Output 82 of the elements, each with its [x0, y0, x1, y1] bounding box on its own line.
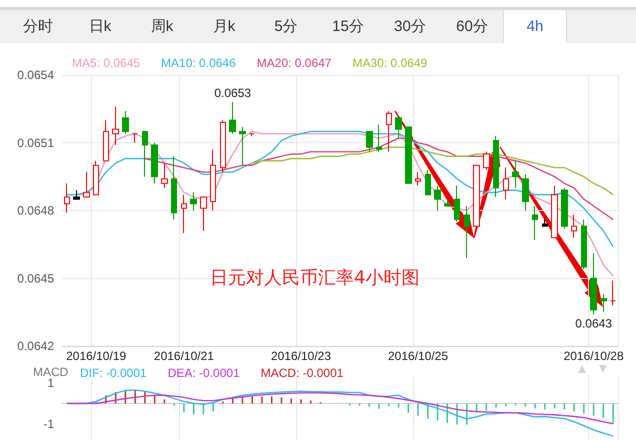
candlestick: [512, 160, 519, 188]
annotation: 日元对人民币汇率4小时图: [210, 268, 420, 288]
candlestick: [571, 214, 577, 238]
candlestick: [581, 219, 587, 270]
candlestick: [376, 124, 382, 152]
candlestick: [454, 185, 460, 222]
candlestick: [103, 120, 109, 162]
annotation: 0.0643: [575, 316, 612, 330]
candlestick: [395, 117, 402, 139]
candlestick: [493, 135, 499, 198]
candlestick: [142, 130, 148, 178]
candlestick: [73, 190, 80, 200]
series-label: DIF: -0.0001: [80, 366, 148, 380]
y-tick-label: 0.0645: [17, 271, 54, 286]
candlestick: [239, 126, 246, 166]
text: 15分: [331, 17, 365, 37]
line-series: [144, 138, 614, 220]
candlestick: [444, 198, 451, 206]
candlestick: [542, 219, 548, 227]
text: MA10: 0.0646: [161, 56, 236, 70]
candlestick: [464, 205, 470, 258]
candlestick: [434, 185, 441, 211]
x-tick-label: 2016/10/19: [66, 349, 126, 363]
annotation: 0.0653: [214, 86, 252, 100]
candlestick: [415, 172, 421, 186]
text: MA30: 0.0649: [352, 56, 428, 70]
x-tick-label: 2016/10/28: [564, 349, 624, 363]
candlestick: [151, 142, 158, 184]
candlestick: [171, 156, 177, 220]
line-series: [252, 146, 614, 196]
text: 周k: [150, 17, 174, 37]
text: 4h: [503, 10, 567, 43]
series-label: DEA: -0.0001: [168, 366, 240, 380]
text: 60分: [455, 17, 489, 37]
candlestick: [366, 130, 373, 152]
y-tick-label: 0.0648: [17, 204, 54, 218]
text: 月k: [212, 17, 236, 37]
candlestick: [181, 194, 187, 234]
candlestick: [161, 162, 168, 188]
text: MA5: 0.0645: [72, 56, 140, 70]
candlestick: [590, 252, 597, 315]
y-tick-label: 0.0642: [17, 339, 54, 353]
candlestick: [600, 294, 607, 313]
candlestick: [249, 133, 255, 136]
candlestick: [200, 196, 207, 232]
y-tick-label: -1: [43, 416, 54, 431]
x-tick-label: 2016/10/21: [154, 349, 214, 363]
candlestick: [93, 160, 99, 196]
candlestick: [83, 172, 90, 198]
candlestick: [503, 167, 509, 200]
candlestick: [122, 110, 129, 134]
candlestick: [405, 126, 412, 184]
y-tick-label: 1: [47, 376, 54, 390]
candlestick: [551, 185, 558, 238]
y-tick-label: 0.0651: [17, 136, 54, 150]
text: 5分: [273, 17, 299, 37]
y-tick-label: 0.0654: [17, 68, 54, 82]
candlestick: [210, 149, 216, 211]
candlestick: [220, 120, 226, 173]
text: 分时: [22, 17, 54, 37]
text: MA20: 0.0647: [256, 56, 332, 70]
candlestick: [522, 174, 529, 211]
candlestick: [229, 102, 236, 134]
candlestick: [473, 164, 480, 227]
text: 日k: [88, 17, 112, 37]
candlestick: [386, 110, 392, 152]
text: 30分: [393, 17, 427, 37]
candlestick: [561, 187, 568, 230]
candlestick: [112, 106, 119, 146]
candlestick: [132, 133, 138, 144]
x-tick-label: 2016/10/23: [270, 349, 332, 363]
line-series: [66, 392, 614, 424]
candlestick: [483, 151, 490, 170]
x-tick-label: 2016/10/25: [388, 349, 448, 363]
candlestick: [532, 205, 538, 240]
candlestick: [64, 182, 70, 214]
series-label: MACD: -0.0001: [260, 366, 344, 380]
line-series: [66, 130, 614, 248]
candlestick: [610, 280, 616, 306]
chart-title: MACD: [33, 365, 69, 379]
candlestick: [425, 169, 431, 196]
candlestick: [190, 192, 197, 211]
